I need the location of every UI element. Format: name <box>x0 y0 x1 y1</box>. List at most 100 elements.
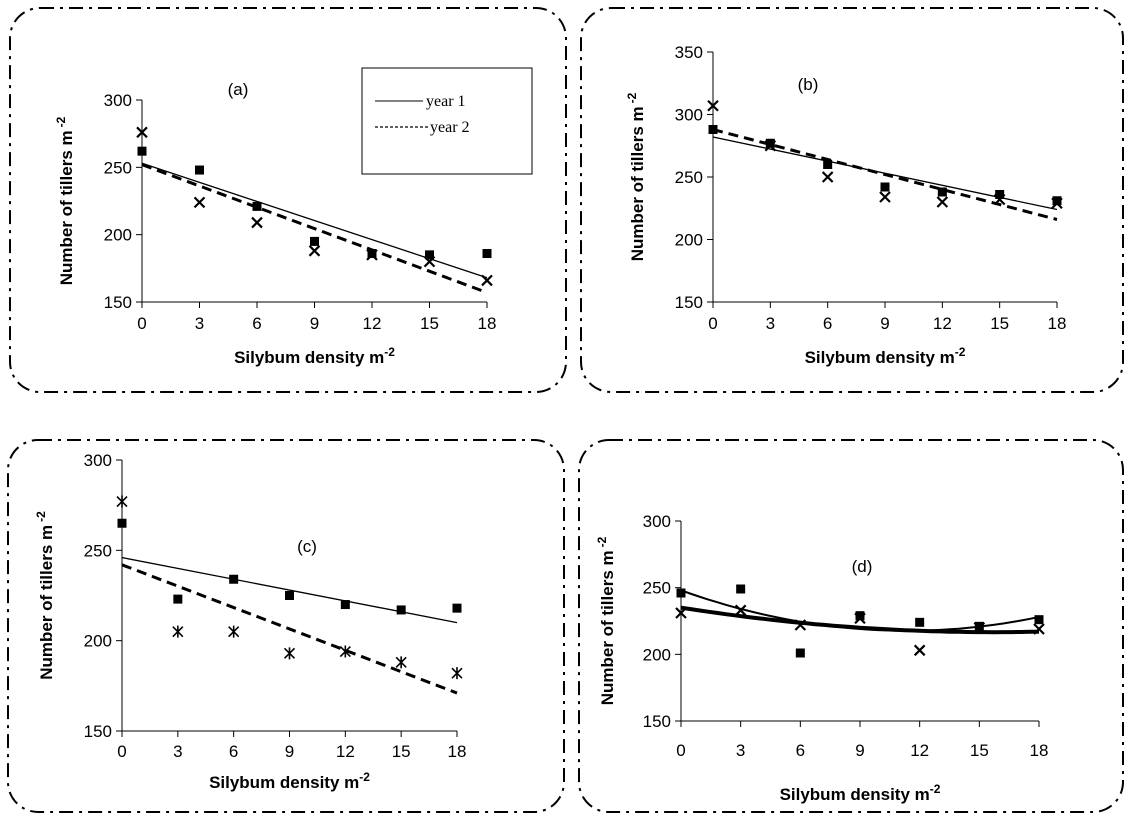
x-tick-label: 12 <box>933 314 952 333</box>
panel-label: (d) <box>852 557 873 576</box>
legend-label-year2: year 2 <box>430 119 470 136</box>
data-point-year2 <box>172 625 184 638</box>
data-point-year1 <box>1034 615 1044 625</box>
data-point-year2 <box>451 667 463 680</box>
data-point-year1 <box>117 518 127 528</box>
data-point-year1 <box>1052 196 1062 206</box>
x-tick-label: 9 <box>310 314 319 333</box>
x-tick-label: 0 <box>708 314 717 333</box>
x-tick-label: 0 <box>137 314 146 333</box>
y-tick-label: 150 <box>643 712 671 731</box>
data-point-year1 <box>855 611 865 621</box>
data-point-year2 <box>228 625 240 638</box>
x-tick-label: 9 <box>855 741 864 760</box>
data-point-year2 <box>116 495 128 508</box>
data-point-year2 <box>193 196 206 209</box>
trend-line-year1 <box>121 556 458 624</box>
y-axis-label: Number of tillers m-2 <box>34 511 56 680</box>
data-point-year1 <box>137 146 147 156</box>
x-tick-label: 3 <box>766 314 775 333</box>
data-point-year1 <box>252 201 262 211</box>
x-tick-label: 12 <box>363 314 382 333</box>
chart-d: 150 200 250 300 0 3 6 9 12 15 18 (d) Silybum density… <box>595 512 1048 804</box>
trend-line-year1 <box>680 589 1040 632</box>
x-axis-label: Silybum density m-2 <box>209 770 370 792</box>
y-axis-label: Number of tillers m-2 <box>595 536 617 705</box>
y-tick-label: 200 <box>104 226 132 245</box>
data-point-year2 <box>936 196 949 208</box>
data-point-year1 <box>195 165 204 175</box>
data-point-year2 <box>764 139 777 152</box>
x-tick-label: 9 <box>285 742 294 761</box>
legend-box <box>361 67 533 175</box>
x-tick-label: 0 <box>676 741 685 760</box>
data-point-year1 <box>937 187 947 197</box>
y-tick-label: 300 <box>643 512 671 531</box>
trend-line-year2 <box>121 563 458 695</box>
panel-frame-a <box>9 7 567 393</box>
data-point-year1 <box>340 600 350 610</box>
x-axis-label: Silybum density m-2 <box>234 345 395 367</box>
data-point-year1 <box>795 648 805 658</box>
legend: year 1 year 2 <box>361 67 533 175</box>
data-point-year2 <box>794 619 807 631</box>
x-tick-label: 0 <box>117 742 126 761</box>
y-tick-label: 250 <box>84 541 112 560</box>
x-tick-label: 12 <box>910 741 929 760</box>
data-point-year2 <box>821 171 834 183</box>
panel-frame-c <box>7 439 565 813</box>
panel-frame-b <box>580 7 1124 393</box>
trend-line-year2 <box>141 163 488 294</box>
trend-line-year2 <box>712 128 1058 221</box>
data-point-year2 <box>675 607 687 619</box>
data-point-year1 <box>880 182 890 192</box>
data-point-year2 <box>395 656 407 669</box>
x-tick-label: 6 <box>252 314 261 333</box>
x-tick-label: 6 <box>823 314 832 333</box>
y-tick-label: 300 <box>104 91 132 110</box>
data-point-year2 <box>481 274 493 287</box>
data-point-year1 <box>173 594 183 604</box>
data-point-year1 <box>452 603 462 613</box>
x-tick-label: 15 <box>970 741 989 760</box>
x-axis-label: Silybum density m-2 <box>805 345 966 367</box>
legend-label-year1: year 1 <box>426 93 466 110</box>
data-point-year2 <box>251 216 263 229</box>
data-point-year2 <box>707 99 719 112</box>
chart-a: 150 200 250 300 0 3 6 9 12 15 18 (a) Silybum density… <box>54 80 496 367</box>
data-point-year2 <box>1051 197 1063 210</box>
data-point-year1 <box>310 236 319 246</box>
y-tick-label: 250 <box>104 158 132 177</box>
x-tick-label: 18 <box>1030 741 1049 760</box>
data-point-year2 <box>734 604 747 617</box>
trend-line-year2 <box>680 605 1040 635</box>
x-tick-label: 3 <box>195 314 204 333</box>
y-tick-label: 150 <box>104 293 132 312</box>
data-point-year1 <box>736 584 746 594</box>
trend-line-year1 <box>141 162 488 279</box>
data-point-year1 <box>915 617 925 627</box>
y-tick-label: 150 <box>84 722 112 741</box>
data-point-year2 <box>339 645 351 658</box>
y-tick-label: 300 <box>675 106 703 125</box>
y-tick-label: 200 <box>675 231 703 250</box>
data-point-year1 <box>425 250 434 260</box>
y-tick-label: 250 <box>643 579 671 598</box>
y-tick-label: 300 <box>84 451 112 470</box>
data-point-year1 <box>285 591 294 600</box>
panel-label: (b) <box>798 75 819 94</box>
chart-c: 150 200 250 300 0 3 6 9 12 15 18 (c) Silybum density… <box>34 451 466 792</box>
data-point-year1 <box>765 138 775 148</box>
data-point-year2 <box>423 255 436 268</box>
x-tick-label: 9 <box>880 314 889 333</box>
x-tick-label: 6 <box>796 741 805 760</box>
x-tick-label: 18 <box>478 314 497 333</box>
data-point-year2 <box>854 612 866 625</box>
x-tick-label: 18 <box>1048 314 1067 333</box>
y-tick-label: 350 <box>675 43 703 62</box>
x-tick-label: 15 <box>420 314 439 333</box>
y-axis-label: Number of tillers m-2 <box>625 92 647 261</box>
panel-frame-d <box>578 439 1124 813</box>
data-point-year2 <box>283 647 296 660</box>
